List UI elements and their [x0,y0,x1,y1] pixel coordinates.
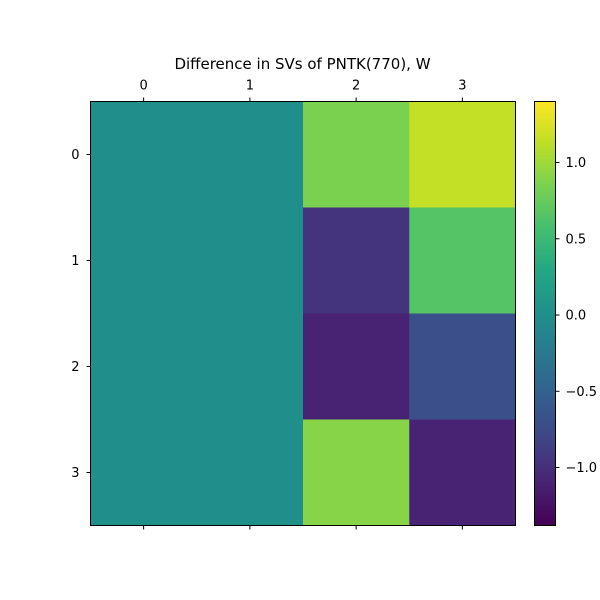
plot-frame [90,101,516,526]
x-tick-label: 0 [139,79,147,94]
heatmap-cell [196,101,304,208]
x-axis: 0 1 2 3 [139,79,467,530]
heatmap-cell [303,101,410,208]
x-tick-label: 2 [352,79,360,94]
colorbar-tick-label: 0.0 [566,309,587,324]
colorbar-tick-label: 0.5 [566,232,587,247]
chart-title: Difference in SVs of PNTK(770), W [174,55,430,73]
heatmap-cell [90,419,198,526]
y-tick-label: 1 [71,254,79,269]
heatmap-cell [409,419,516,526]
heatmap-cell [196,313,304,420]
y-tick-label: 0 [71,148,79,163]
y-tick-label: 2 [71,360,79,375]
heatmap-cell [90,313,198,420]
colorbar-tick-label: −1.0 [566,461,598,476]
heatmap-cell [303,207,410,314]
heatmap-cell [303,419,410,526]
heatmap-cell [90,101,198,208]
heatmap-cell [196,419,304,526]
heatmap-cell [90,207,198,314]
colorbar [534,101,556,526]
heatmap-cells [90,101,516,526]
y-axis: 0 1 2 3 [71,148,91,481]
colorbar-tick-label: 1.0 [566,156,587,171]
x-tick-label: 3 [458,79,466,94]
colorbar-tick-label: −0.5 [566,385,598,400]
x-tick-label: 1 [246,79,254,94]
heatmap-cell [303,313,410,420]
y-tick-label: 3 [71,466,79,481]
colorbar-axis: 1.0 0.5 0.0 −0.5 −1.0 [555,156,598,476]
heatmap-cell [409,207,516,314]
heatmap-cell [409,313,516,420]
heatmap-cell [409,101,516,208]
heatmap-cell [196,207,304,314]
